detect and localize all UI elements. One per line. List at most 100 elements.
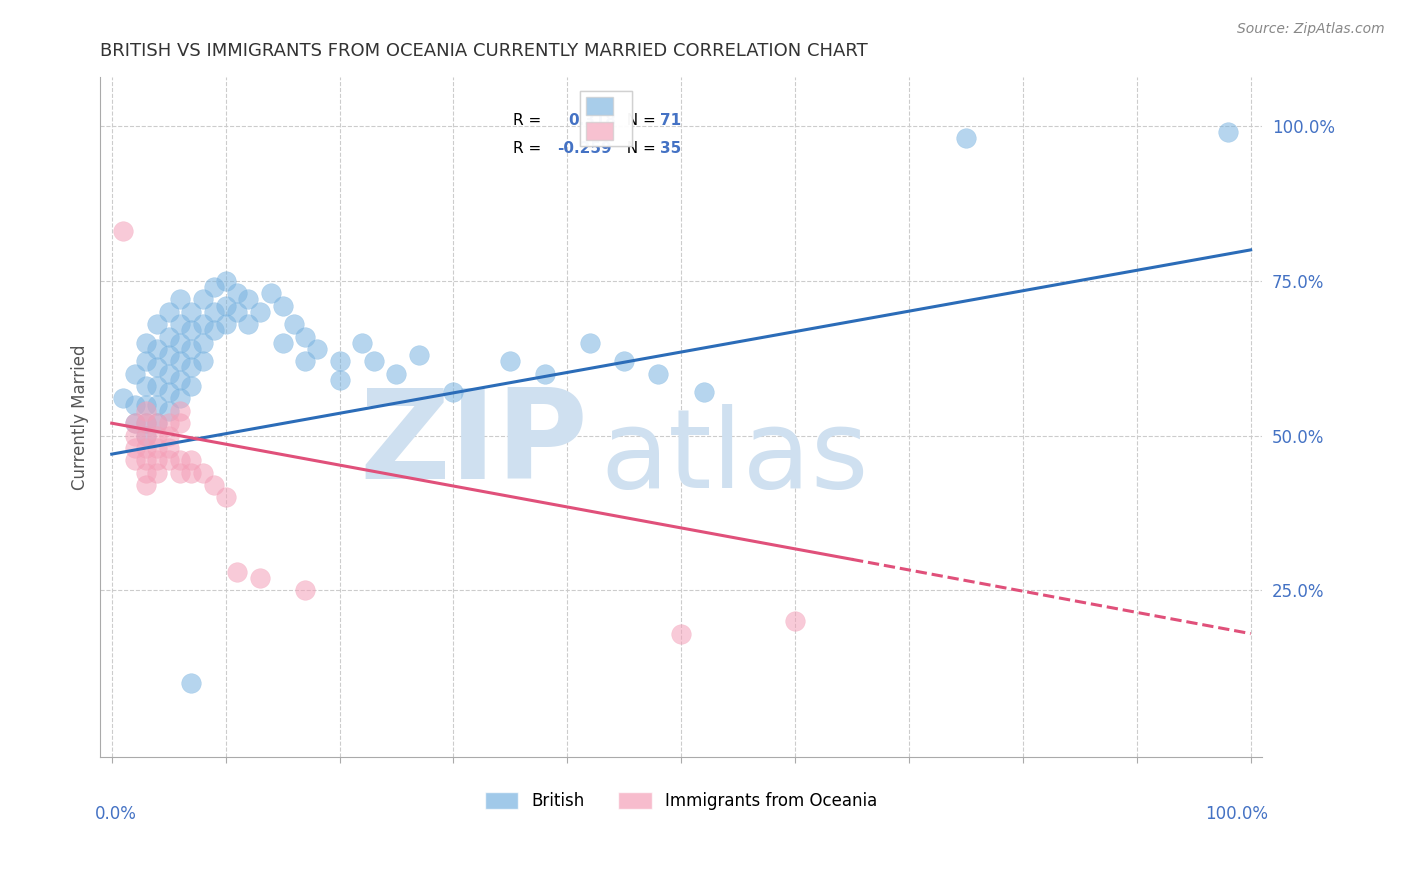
Y-axis label: Currently Married: Currently Married (72, 344, 89, 490)
Point (180, 342, 202, 356)
Point (169, 354, 191, 368)
Point (180, 360, 202, 375)
Text: 0.0%: 0.0% (94, 805, 136, 823)
Point (146, 466, 169, 480)
Point (157, 416, 180, 430)
Point (363, 354, 385, 368)
Point (352, 335, 374, 350)
Point (146, 398, 169, 412)
Point (135, 466, 157, 480)
Point (146, 360, 169, 375)
Point (180, 323, 202, 337)
Point (146, 416, 169, 430)
Point (146, 379, 169, 393)
Point (783, 614, 806, 628)
Point (180, 453, 202, 467)
Point (693, 385, 716, 400)
Point (294, 583, 316, 598)
Point (579, 335, 602, 350)
Point (135, 379, 157, 393)
Text: R =: R = (513, 113, 551, 128)
Point (135, 354, 157, 368)
Point (271, 299, 294, 313)
Point (441, 385, 464, 400)
Point (146, 441, 169, 455)
Point (647, 367, 669, 381)
Point (669, 626, 692, 640)
Point (135, 335, 157, 350)
Point (124, 453, 146, 467)
Point (1216, 125, 1239, 139)
Point (294, 329, 316, 343)
Point (146, 342, 169, 356)
Point (249, 305, 271, 319)
Point (238, 317, 260, 331)
Point (191, 293, 214, 307)
Point (226, 286, 249, 301)
Text: 71: 71 (661, 113, 682, 128)
Point (135, 428, 157, 442)
Point (157, 329, 180, 343)
Point (271, 335, 294, 350)
Point (191, 354, 214, 368)
Point (169, 392, 191, 406)
Point (135, 441, 157, 455)
Point (180, 676, 202, 690)
Point (328, 373, 350, 387)
Point (202, 478, 225, 492)
Point (157, 348, 180, 362)
Point (180, 379, 202, 393)
Text: N =: N = (617, 141, 661, 155)
Point (135, 478, 157, 492)
Point (157, 441, 180, 455)
Point (191, 317, 214, 331)
Point (169, 317, 191, 331)
Point (238, 293, 260, 307)
Point (124, 416, 146, 430)
Point (124, 441, 146, 455)
Point (169, 466, 191, 480)
Point (135, 398, 157, 412)
Point (260, 286, 283, 301)
Point (112, 392, 135, 406)
Point (305, 342, 328, 356)
Text: 35: 35 (661, 141, 682, 155)
Point (214, 274, 236, 288)
Point (157, 428, 180, 442)
Point (613, 354, 636, 368)
Point (146, 453, 169, 467)
Text: -0.259: -0.259 (557, 141, 612, 155)
Point (180, 305, 202, 319)
Text: BRITISH VS IMMIGRANTS FROM OCEANIA CURRENTLY MARRIED CORRELATION CHART: BRITISH VS IMMIGRANTS FROM OCEANIA CURRE… (100, 42, 868, 60)
Point (124, 398, 146, 412)
Point (533, 367, 555, 381)
Point (169, 404, 191, 418)
Point (169, 373, 191, 387)
Point (169, 335, 191, 350)
Text: R =: R = (513, 141, 546, 155)
Point (214, 491, 236, 505)
Point (169, 293, 191, 307)
Text: 0.318: 0.318 (568, 113, 616, 128)
Point (499, 354, 522, 368)
Point (202, 280, 225, 294)
Point (180, 466, 202, 480)
Point (191, 335, 214, 350)
Point (135, 428, 157, 442)
Point (146, 317, 169, 331)
Point (157, 367, 180, 381)
Point (294, 354, 316, 368)
Text: atlas: atlas (600, 404, 869, 511)
Point (124, 367, 146, 381)
Point (226, 305, 249, 319)
Point (226, 565, 249, 579)
Point (328, 354, 350, 368)
Point (214, 317, 236, 331)
Point (135, 416, 157, 430)
Text: Source: ZipAtlas.com: Source: ZipAtlas.com (1237, 22, 1385, 37)
Point (146, 428, 169, 442)
Point (157, 385, 180, 400)
Text: N =: N = (617, 113, 661, 128)
Legend: , : , (579, 91, 631, 146)
Point (135, 416, 157, 430)
